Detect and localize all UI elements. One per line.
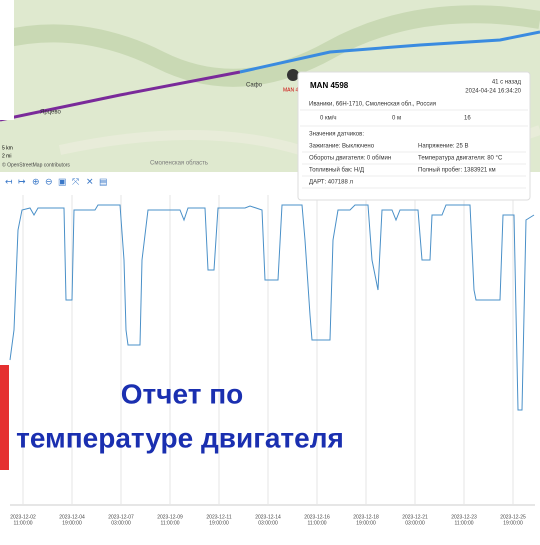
chart-toolbar[interactable]: ↤ ↦ ⊕ ⊖ ▣ ⤧ ✕ ▤ [5, 176, 108, 186]
x-tick-label: 11:00:00 [160, 520, 179, 526]
x-tick-label: 03:00:00 [258, 520, 278, 526]
region: Смоленская область [150, 161, 208, 167]
vehicle-tag: MAN 4 [283, 87, 299, 93]
x-tick-label: 19:00:00 [62, 520, 82, 526]
x-tick-label: 19:00:00 [209, 520, 229, 526]
x-tick-label: 19:00:00 [356, 520, 376, 526]
timestamp: 2024-04-24 16:34:20 [465, 89, 521, 95]
town: Сафо [246, 83, 263, 89]
x-tick-label: 11:00:00 [454, 520, 473, 526]
x-tick-label: 2023-12-16 [304, 514, 330, 520]
sensor-value: Обороты двигателя: 0 об/мин [309, 156, 391, 162]
popup: MAN 4598 41 с назад 2024-04-24 16:34:20 … [297, 71, 531, 201]
sensor-value: ДАРТ: 407188 л [309, 180, 353, 186]
overlay-title: температуре двигателя [16, 422, 344, 453]
sensor-value: Напряжение: 25 В [418, 144, 468, 150]
x-tick-label: 2023-12-23 [451, 514, 477, 520]
route [239, 30, 540, 74]
x-tick-label: 2023-12-09 [157, 514, 183, 520]
altitude: 0 м [392, 116, 401, 122]
ago: 41 с назад [492, 80, 522, 86]
overlay-title: Отчет по [121, 378, 243, 409]
svg-text:▤: ▤ [99, 176, 108, 186]
sensor-value: Зажигание: Выключено [309, 144, 375, 150]
sensor-value: Полный пробег: 1383921 км [418, 167, 496, 174]
svg-text:⊖: ⊖ [45, 176, 53, 186]
sensor-value: Топливный бак: Н/Д [309, 167, 364, 174]
x-tick-label: 11:00:00 [13, 520, 32, 526]
svg-text:▣: ▣ [58, 176, 67, 186]
y-axis [0, 195, 10, 495]
temperature-line [9, 204, 535, 411]
x-tick-label: 03:00:00 [405, 520, 425, 526]
x-tick-label: 2023-12-04 [59, 514, 85, 520]
scale: 2 mi [2, 153, 11, 159]
alarm-band [0, 365, 9, 470]
route-past [0, 70, 241, 122]
x-tick-label: 2023-12-18 [353, 514, 379, 520]
x-tick-label: 2023-12-25 [500, 514, 526, 520]
scale: 5 km [2, 145, 13, 151]
x-tick-label: 2023-12-02 [10, 514, 36, 520]
address: Иваники, 66Н-1710, Смоленская обл., Росс… [309, 102, 436, 108]
x-tick-label: 2023-12-14 [255, 514, 281, 520]
x-tick-label: 2023-12-07 [108, 514, 134, 520]
x-tick-label: 11:00:00 [307, 520, 326, 526]
svg-text:↦: ↦ [18, 176, 26, 186]
satellites: 16 [464, 116, 471, 122]
x-tick-label: 2023-12-11 [206, 514, 231, 520]
svg-text:⊕: ⊕ [32, 176, 40, 186]
map-toolbar [0, 0, 14, 120]
x-tick-label: 03:00:00 [111, 520, 131, 526]
x-tick-label: 2023-12-21 [402, 514, 428, 520]
speed: 0 км/ч [320, 116, 337, 122]
popup-title: MAN 4598 [310, 81, 349, 90]
sensor-value: Температура двигателя: 80 °C [418, 156, 503, 162]
svg-text:⤧: ⤧ [72, 176, 79, 186]
town: Ярцево [40, 110, 61, 116]
attribution: © OpenStreetMap contributors [2, 161, 70, 168]
svg-text:↤: ↤ [5, 176, 13, 186]
vehicle-icon[interactable] [287, 69, 299, 81]
x-tick-label: 19:00:00 [503, 520, 523, 526]
chart-panel [0, 172, 540, 540]
svg-text:✕: ✕ [86, 176, 94, 186]
sensors-title: Значения датчиков: [309, 132, 364, 138]
